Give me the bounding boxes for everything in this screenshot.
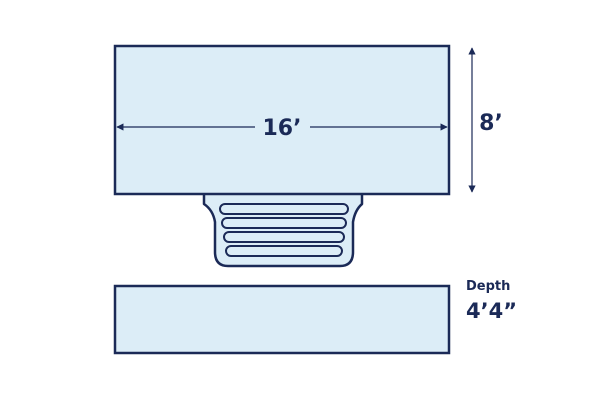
step-2 — [221, 217, 347, 229]
depth-caption: Depth — [466, 279, 510, 294]
depth-value: 4’4” — [466, 299, 517, 323]
step-3 — [223, 231, 345, 243]
pool-side-view — [113, 284, 451, 355]
width-label: 8’ — [479, 111, 503, 136]
step-1 — [219, 203, 349, 215]
pool-steps — [202, 190, 364, 268]
step-4 — [225, 245, 343, 257]
pool-top-view — [113, 44, 451, 196]
length-label: 16’ — [263, 116, 302, 141]
